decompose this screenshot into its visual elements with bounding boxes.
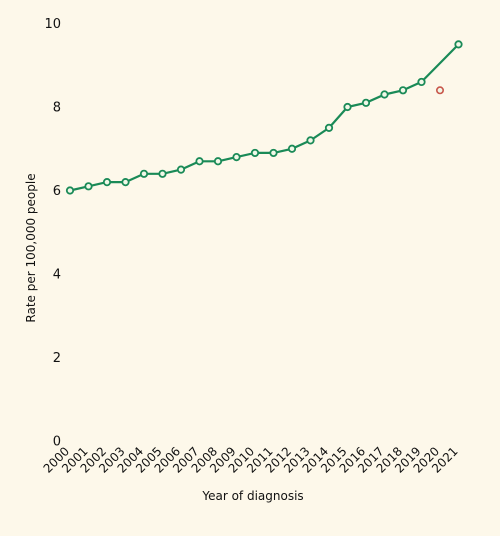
data-point bbox=[306, 136, 315, 145]
data-point bbox=[65, 186, 75, 195]
data-point bbox=[287, 144, 297, 153]
data-point bbox=[417, 77, 426, 87]
data-points bbox=[65, 40, 463, 195]
data-point bbox=[176, 165, 186, 174]
y-axis: 0 2 4 6 8 10 bbox=[44, 17, 61, 450]
y-tick-label: 6 bbox=[53, 184, 61, 199]
data-point bbox=[102, 178, 112, 187]
y-tick-label: 2 bbox=[53, 351, 61, 366]
data-point bbox=[139, 169, 149, 178]
data-point bbox=[380, 90, 389, 99]
y-tick-label: 8 bbox=[53, 101, 61, 116]
y-tick-label: 0 bbox=[53, 435, 61, 450]
series-line bbox=[69, 43, 460, 192]
data-point bbox=[324, 123, 334, 132]
data-point bbox=[343, 102, 352, 112]
data-point bbox=[195, 157, 204, 166]
data-point bbox=[121, 178, 130, 187]
x-axis: 2000200120022003200420052006200720082009… bbox=[41, 444, 461, 475]
data-point bbox=[269, 148, 278, 158]
data-point bbox=[213, 157, 223, 166]
data-point bbox=[84, 182, 93, 191]
data-point bbox=[361, 98, 371, 107]
data-point bbox=[158, 169, 167, 178]
outlier-point bbox=[435, 86, 444, 95]
x-axis-title: Year of diagnosis bbox=[201, 489, 303, 503]
y-tick-label: 4 bbox=[53, 268, 61, 283]
data-point bbox=[454, 40, 463, 49]
data-point bbox=[398, 86, 408, 95]
data-point bbox=[250, 148, 260, 158]
y-tick-label: 10 bbox=[44, 17, 61, 32]
y-axis-title: Rate per 100,000 people bbox=[24, 173, 38, 322]
data-point bbox=[232, 153, 241, 162]
